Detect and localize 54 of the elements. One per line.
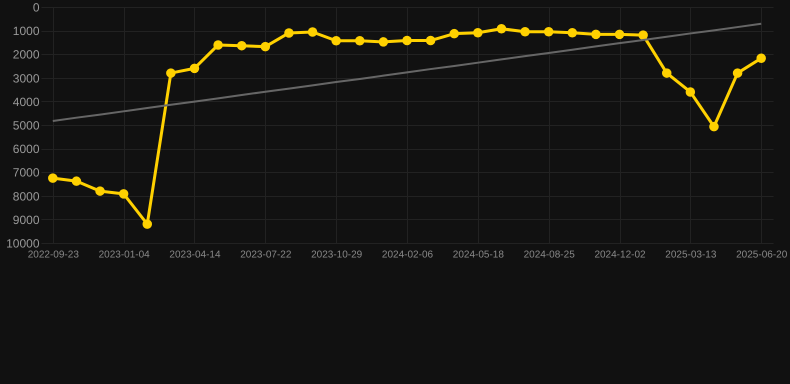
point: [614, 30, 624, 40]
point: [591, 30, 601, 40]
y-tick-label: 1000: [12, 24, 40, 38]
y-tick-label: 8000: [12, 189, 40, 204]
x-tick-label: 2024-05-18: [452, 250, 504, 260]
x-tick-label: 2025-06-20: [736, 250, 788, 260]
point: [118, 189, 128, 199]
x-tick-label: 2023-01-04: [98, 250, 150, 260]
point: [378, 37, 388, 47]
point: [48, 173, 58, 183]
point: [568, 28, 578, 38]
point: [213, 40, 223, 50]
point: [260, 42, 270, 52]
line-series: [52, 22, 762, 122]
point: [95, 186, 105, 196]
point: [402, 36, 412, 46]
point: [686, 87, 696, 97]
point: [426, 36, 436, 46]
y-tick-label: 7000: [12, 166, 40, 180]
y-tick-label: 2000: [12, 48, 40, 62]
x-tick-label: 2024-08-25: [524, 250, 576, 260]
point: [638, 30, 648, 40]
point: [473, 28, 483, 38]
point: [756, 53, 766, 63]
x-tick-label: 2023-07-22: [240, 250, 292, 260]
x-tick-label: 2023-04-14: [169, 250, 221, 260]
point: [662, 68, 672, 78]
y-tick-label: 6000: [12, 142, 40, 156]
y-tick-label: 0: [32, 0, 40, 14]
point: [331, 36, 341, 46]
y-tick-label: 10000: [6, 236, 40, 250]
x-tick-label: 2024-02-06: [382, 250, 434, 260]
y-tick-label: 3000: [12, 71, 40, 86]
x-tick-label: 2024-12-02: [594, 250, 646, 260]
point: [520, 27, 530, 37]
y-tick-label: 5000: [12, 118, 40, 132]
point: [544, 27, 554, 37]
point: [355, 36, 365, 46]
point: [496, 24, 506, 34]
point: [284, 28, 294, 38]
x-tick-label: 2022-09-23: [28, 250, 80, 260]
point: [732, 68, 742, 78]
point: [709, 122, 719, 132]
x-tick-label: 2023-10-29: [311, 250, 363, 260]
point: [166, 68, 176, 78]
point: [142, 219, 152, 229]
y-tick-label: 9000: [12, 212, 40, 227]
point: [72, 176, 82, 186]
point: [308, 27, 318, 37]
y-tick-label: 4000: [12, 94, 40, 109]
point: [449, 28, 459, 38]
x-tick-label: 2025-03-13: [665, 250, 717, 260]
point: [190, 64, 200, 74]
point: [236, 40, 246, 50]
